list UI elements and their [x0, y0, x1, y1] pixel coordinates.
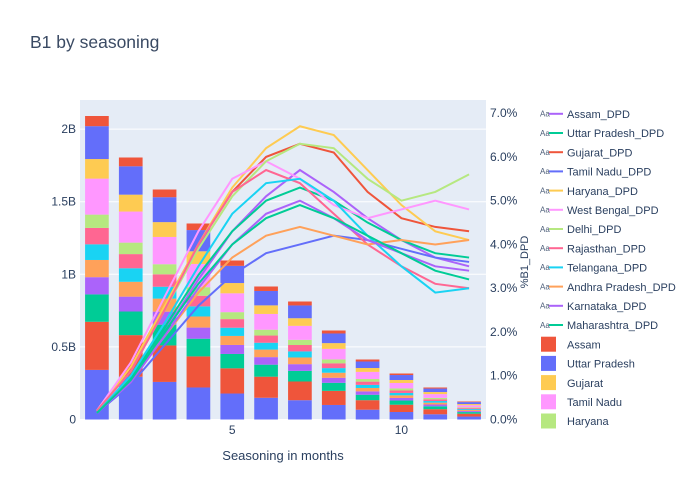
svg-text:Rajasthan: Rajasthan [567, 474, 617, 486]
svg-text:Gujarat: Gujarat [567, 378, 603, 390]
svg-text:5: 5 [229, 423, 236, 437]
svg-text:Aa: Aa [540, 263, 550, 272]
svg-text:Tamil Nadu: Tamil Nadu [567, 397, 622, 409]
svg-text:0.5B: 0.5B [51, 340, 76, 354]
svg-text:4.0%: 4.0% [490, 237, 518, 251]
svg-text:Aa: Aa [540, 148, 550, 157]
svg-text:1B: 1B [61, 267, 76, 281]
svg-text:Haryana: Haryana [567, 416, 609, 428]
svg-text:Haryana_DPD: Haryana_DPD [567, 186, 638, 198]
svg-text:Aa: Aa [540, 321, 550, 330]
svg-text:Andhra Pradesh_DPD: Andhra Pradesh_DPD [567, 282, 676, 294]
svg-text:Assam: Assam [567, 339, 601, 351]
svg-text:Delhi_DPD: Delhi_DPD [567, 224, 621, 236]
svg-text:6.0%: 6.0% [490, 150, 518, 164]
svg-text:1.0%: 1.0% [490, 369, 518, 383]
svg-text:2.0%: 2.0% [490, 325, 518, 339]
svg-text:7.0%: 7.0% [490, 106, 518, 120]
svg-text:3.0%: 3.0% [490, 281, 518, 295]
svg-text:Delhi: Delhi [567, 455, 592, 467]
svg-text:Maharashtra_DPD: Maharashtra_DPD [567, 320, 658, 332]
svg-text:Aa: Aa [540, 110, 550, 119]
svg-text:Aa: Aa [540, 244, 550, 253]
svg-text:Aa: Aa [540, 302, 550, 311]
svg-text:1.5B: 1.5B [51, 195, 76, 209]
svg-text:Tamil Nadu_DPD: Tamil Nadu_DPD [567, 167, 651, 179]
svg-text:Gujarat_DPD: Gujarat_DPD [567, 147, 632, 159]
svg-text:2B: 2B [61, 122, 76, 136]
svg-text:Aa: Aa [540, 129, 550, 138]
svg-text:Aa: Aa [540, 186, 550, 195]
svg-text:0.0%: 0.0% [490, 413, 518, 427]
svg-text:Aa: Aa [540, 225, 550, 234]
svg-text:0: 0 [69, 413, 76, 427]
svg-text:Seasoning in months: Seasoning in months [222, 448, 344, 463]
svg-text:Uttar Pradesh: Uttar Pradesh [567, 359, 635, 371]
svg-text:West Bengal: West Bengal [567, 435, 629, 447]
svg-text:5.0%: 5.0% [490, 194, 518, 208]
svg-text:Rajasthan_DPD: Rajasthan_DPD [567, 243, 646, 255]
svg-text:Telangana_DPD: Telangana_DPD [567, 263, 647, 275]
svg-text:10: 10 [395, 423, 409, 437]
svg-text:Aa: Aa [540, 206, 550, 215]
svg-text:Aa: Aa [540, 282, 550, 291]
svg-text:Uttar Pradesh_DPD: Uttar Pradesh_DPD [567, 128, 664, 140]
svg-text:Telangana: Telangana [567, 493, 619, 500]
svg-text:Aa: Aa [540, 167, 550, 176]
svg-text:%B1_DPD: %B1_DPD [519, 236, 531, 289]
svg-text:West Bengal_DPD: West Bengal_DPD [567, 205, 659, 217]
svg-text:Assam_DPD: Assam_DPD [567, 109, 630, 121]
svg-text:Karnataka_DPD: Karnataka_DPD [567, 301, 647, 313]
